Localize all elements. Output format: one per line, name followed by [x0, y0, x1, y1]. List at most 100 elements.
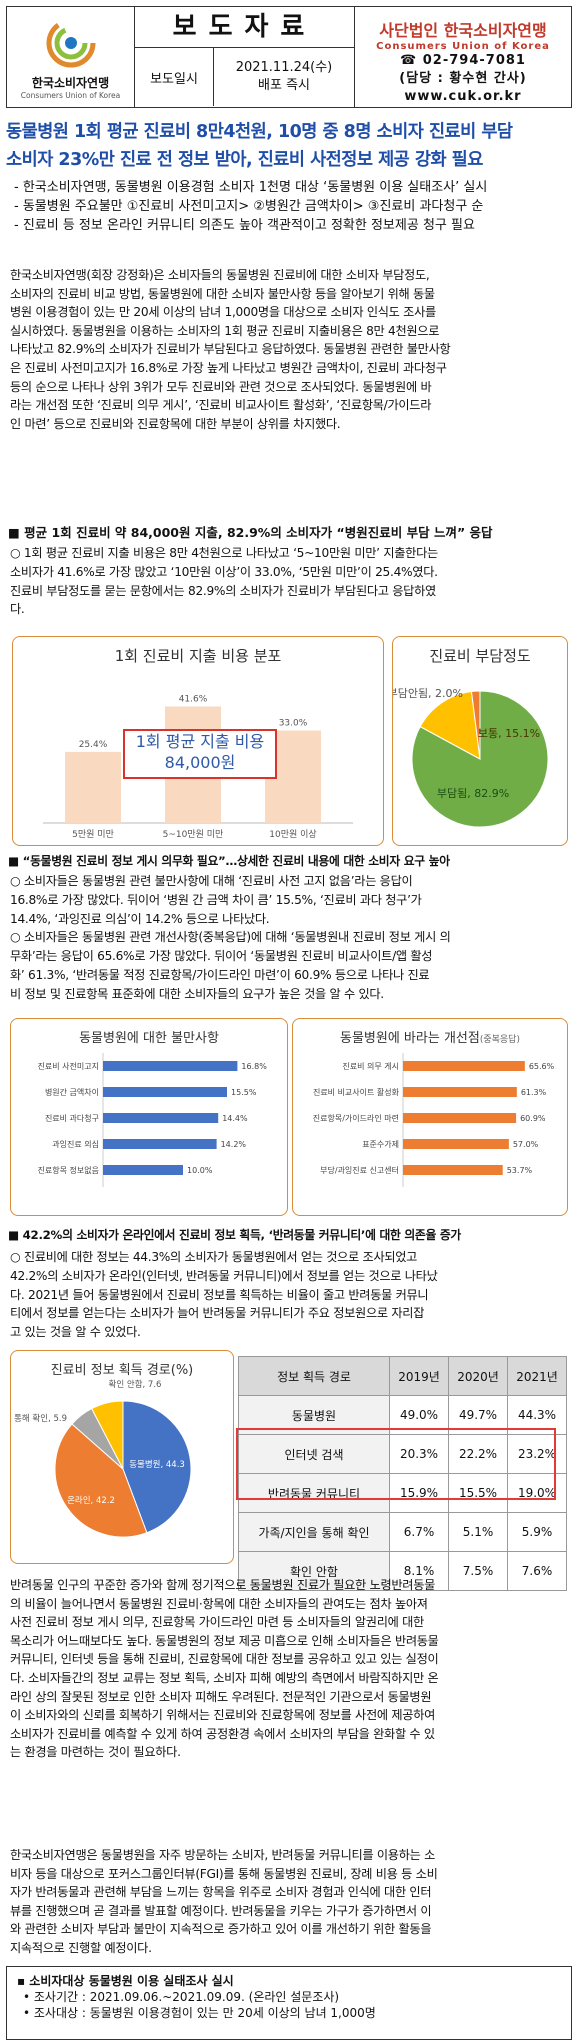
text-line: 와 관련한 소비자 부담과 불만이 지속적으로 증가하고 있어 이를 개선하기 …: [10, 1922, 432, 1937]
table-cell: 5.1%: [448, 1512, 508, 1552]
slice-label: 확인 안함, 7.6: [109, 1379, 162, 1390]
tick-label: 부당/과잉진료 신고센터: [320, 1165, 399, 1175]
info-source-table: 정보 획득 경로 2019년 2020년 2021년 동물병원 49.0% 49.7…: [238, 1356, 567, 1591]
bar: [103, 1061, 238, 1071]
bar: [103, 1139, 217, 1149]
bar: [103, 1165, 183, 1175]
release-note: 배포 즉시: [258, 78, 310, 93]
survey-period: • 조사기간 : 2021.09.06.~2021.09.09. (온라인 설문…: [23, 1990, 340, 2004]
text-line: 고 있는 것을 알 수 있었다.: [10, 1325, 141, 1340]
data-label: 14.4%: [222, 1114, 248, 1123]
text-line: 실시하였다. 동물병원을 이용하는 소비자의 1회 평균 진료비 지출비용은 8…: [10, 323, 440, 338]
online-rows-highlight: [236, 1428, 556, 1500]
bar: [403, 1113, 517, 1123]
text-line: 다. 소비자들간의 정보 교류는 정보 획득, 소비자 피해 예방의 측면에서 …: [10, 1670, 439, 1685]
table-row: 가족/지인을 통해 확인 6.7% 5.1% 5.9%: [238, 1512, 567, 1552]
section3-heading: ■ 42.2%의 소비자가 온라인에서 진료비 정보 획득, ‘반려동물 커뮤니…: [8, 1228, 461, 1242]
section2-heading: ■ “동물병원 진료비 정보 게시 의무화 필요”…상세한 진료비 내용에 대한…: [8, 854, 450, 868]
text-line: 소비자가 41.6%로 가장 많았고 ‘10만원 이상’이 33.0%, ‘5만…: [10, 564, 438, 579]
text-line: 나타났고 82.9%의 소비자가 진료비가 부담된다고 응답하였다. 동물병원 …: [10, 342, 451, 357]
pie-slice: [411, 690, 549, 828]
tick-label: 과잉진료 의심: [52, 1139, 99, 1149]
text-line: 한국소비자연맹은 동물병원을 자주 방문하는 소비자, 반려동물 커뮤니티를 이…: [10, 1848, 436, 1862]
table-row: 반려동물 커뮤니티 15.9% 15.5% 19.0%: [238, 1473, 567, 1513]
table-cell: 15.5%: [448, 1473, 508, 1513]
website-link[interactable]: www.cuk.or.kr: [404, 89, 522, 104]
text-line: 비자 등을 대상으로 포커스그룹인터뷰(FGI)를 통해 동물병원 진료비, 장…: [10, 1866, 438, 1881]
text-line: 병원 이용경험이 있는 만 20세 이상의 남녀 1,000명을 대상으로 소비…: [10, 305, 436, 320]
text-line: 소비자가 진료비를 예측할 수 있게 하여 공정환경 속에서 소비자의 부담을 …: [10, 1726, 435, 1741]
intro-paragraph: 한국소비자연맹(회장 강정화)은 소비자들의 동물병원 진료비에 대한 소비자 …: [10, 266, 566, 433]
closing-paragraph-2: 한국소비자연맹은 동물병원을 자주 방문하는 소비자, 반려동물 커뮤니티를 이…: [10, 1846, 566, 1958]
data-label: 41.6%: [179, 695, 208, 705]
burden-pie-chart: 진료비 부담정도 부담됨, 82.9% 보통, 15.1% 부담안됨, 2.0%: [392, 636, 568, 846]
text-line: 지속적으로 진행할 예정이다.: [10, 1940, 152, 1955]
summary-bullet: - 진료비 등 정보 온라인 커뮤니티 의존도 높아 객관적이고 정확한 정보제…: [14, 218, 475, 233]
complaints-svg: 진료비 사전미고지 16.8% 병원간 금액차이 15.5% 진료비 과다청구 14.4%…: [38, 1053, 267, 1187]
text-line: 뷰를 진행했으며 곧 결과를 발표할 예정이다. 반려동물을 키우는 가구가 증…: [10, 1903, 432, 1918]
chart-title-wrap: 동물병원에 바라는 개선점(중복응답): [293, 1027, 567, 1046]
chart-title: 동물병원에 바라는 개선점: [340, 1031, 480, 1046]
org-name: 사단법인 한국소비자연맹: [379, 21, 547, 40]
info-source-pie-svg: 동물병원, 44.3 온라인, 42.2 가족/지인을 통해 확인, 5.9 확인 안…: [11, 1379, 192, 1538]
tick-label: 진료항목/가이드라인 마련: [313, 1113, 399, 1123]
slice-label: 가족/지인을 통해 확인, 5.9: [11, 1413, 67, 1424]
text-line: 자가 반려동물과 관련해 부담을 느끼는 항목을 위주로 소비자 경험과 인식에…: [10, 1885, 432, 1900]
data-label: 60.9%: [520, 1114, 546, 1123]
summary-bullet: - 한국소비자연맹, 동물병원 이용경험 소비자 1천명 대상 ‘동물병원 이용…: [14, 180, 488, 195]
tick-label: 진료비 과다청구: [45, 1113, 99, 1123]
table-cell: 44.3%: [507, 1395, 567, 1435]
data-label: 15.5%: [231, 1088, 257, 1097]
bar: [403, 1087, 517, 1097]
data-label: 65.6%: [529, 1062, 555, 1071]
text-line: 등의 순으로 나타나 상위 3위가 모두 진료비와 관련 것으로 조사되었다. …: [10, 379, 432, 394]
summary-bullet: - 동물병원 주요불만 ①진료비 사전미고지> ②병원간 금액차이> ③진료비 …: [14, 199, 484, 214]
table-cell: 7.5%: [448, 1551, 508, 1591]
slice-label: 부담안됨, 2.0%: [393, 687, 463, 700]
data-label: 53.7%: [507, 1166, 533, 1175]
table-row: 확인 안함 8.1% 7.5% 7.6%: [238, 1551, 567, 1591]
text-line: 비 정보 및 진료항목 표준화에 대한 소비자들의 요구가 높은 것을 알 수 …: [10, 986, 384, 1001]
logo-en: Consumers Union of Korea: [20, 91, 121, 100]
cost-distribution-chart: 1회 진료비 지출 비용 분포 25.4% 5만원 미만 41.6% 5~10만원 미…: [12, 636, 384, 846]
tick-label: 진료비 비교사이트 활성화: [313, 1087, 400, 1097]
chart-title-note: (중복응답): [479, 1035, 520, 1045]
text-line: 16.8%로 가장 많았다. 뒤이어 ‘병원 간 금액 차이 큼’ 15.5%,…: [10, 892, 422, 907]
text-line: 반려동물 인구의 꾸준한 증가와 함께 정기적으로 동물병원 진료가 필요한 노…: [10, 1578, 436, 1592]
text-line: 소비자의 진료비 비교 방법, 동물병원에 대한 소비자 불만사항 등을 알아보…: [10, 286, 435, 301]
table-cell: 7.6%: [507, 1551, 567, 1591]
chart-title: 진료비 정보 획득 경로(%): [50, 1363, 194, 1378]
date-value-cell: 2021.11.24(수) 배포 즉시: [214, 48, 354, 106]
text-line: 이 소비자와의 신뢰를 회복하기 위해서는 진료비와 진료항목에 정보를 사전에…: [10, 1708, 436, 1723]
annotation-text: 1회 평균 지출 비용: [135, 732, 265, 751]
contact-cell: 사단법인 한국소비자연맹 Consumers Union of Korea ☎ …: [355, 7, 571, 107]
tick-label: 진료항목 정보없음: [38, 1165, 99, 1175]
text-line: 라는 개선점 또한 ‘진료비 의무 게시’, ‘진료비 비교사이트 활성화’, …: [10, 398, 432, 413]
survey-info-box: ▪ 소비자대상 동물병원 이용 실태조사 실시 • 조사기간 : 2021.09…: [6, 1966, 572, 2040]
slice-label: 보통, 15.1%: [478, 727, 540, 740]
tick-label: 5~10만원 미만: [163, 829, 224, 840]
contact-person: (담당 : 황수현 간사): [399, 71, 527, 86]
average-cost-annotation: 1회 평균 지출 비용 84,000원: [123, 729, 277, 779]
text-line: 라인 상의 잘못된 정보로 인한 소비자 피해도 우려된다. 전문적인 기관으로…: [10, 1689, 432, 1704]
text-line: ○ 1회 평균 진료비 지출 비용은 8만 4천원으로 나타났고 ‘5~10만원…: [10, 546, 438, 560]
text-line: 14.4%, ‘과잉진료 의심’이 14.2% 등으로 나타났다.: [10, 911, 270, 926]
pie-slice: [91, 1400, 124, 1470]
bar: [65, 751, 121, 823]
bar: [403, 1165, 503, 1175]
text-line: ○ 소비자들은 동물병원 관련 개선사항(중복응답)에 대해 ‘동물병원내 진료…: [10, 930, 451, 945]
info-source-table-wrap: 정보 획득 경로 2019년 2020년 2021년 동물병원 49.0% 49.7…: [236, 1356, 567, 1591]
data-label: 57.0%: [513, 1140, 539, 1149]
pie-slice: [122, 1400, 192, 1534]
text-line: 무화’라는 응답이 65.6%로 가장 많았다. 뒤이어 ‘동물병원 진료비 비…: [10, 949, 433, 964]
table-cell: 5.9%: [507, 1512, 567, 1552]
org-en: Consumers Union of Korea: [376, 41, 550, 52]
text-line: ○ 진료비에 대한 정보는 44.3%의 소비자가 동물병원에서 얻는 것으로 …: [10, 1250, 418, 1264]
bar: [403, 1139, 509, 1149]
slice-label: 온라인, 42.2: [67, 1495, 115, 1506]
text-line: 사전 진료비 정보 게시 의무, 진료항목 가이드라인 마련 등 소비자들의 알…: [10, 1615, 424, 1630]
improvements-svg: 진료비 의무 게시 65.6% 진료비 비교사이트 활성화 61.3% 진료항목/가이드…: [313, 1053, 555, 1187]
improvements-chart: 동물병원에 바라는 개선점(중복응답) 진료비 의무 게시 65.6% 진료비 비교…: [292, 1018, 568, 1216]
text-line: 화’ 61.3%, ‘반려동물 적정 진료항목/가이드라인 마련’이 60.9%…: [10, 967, 430, 982]
